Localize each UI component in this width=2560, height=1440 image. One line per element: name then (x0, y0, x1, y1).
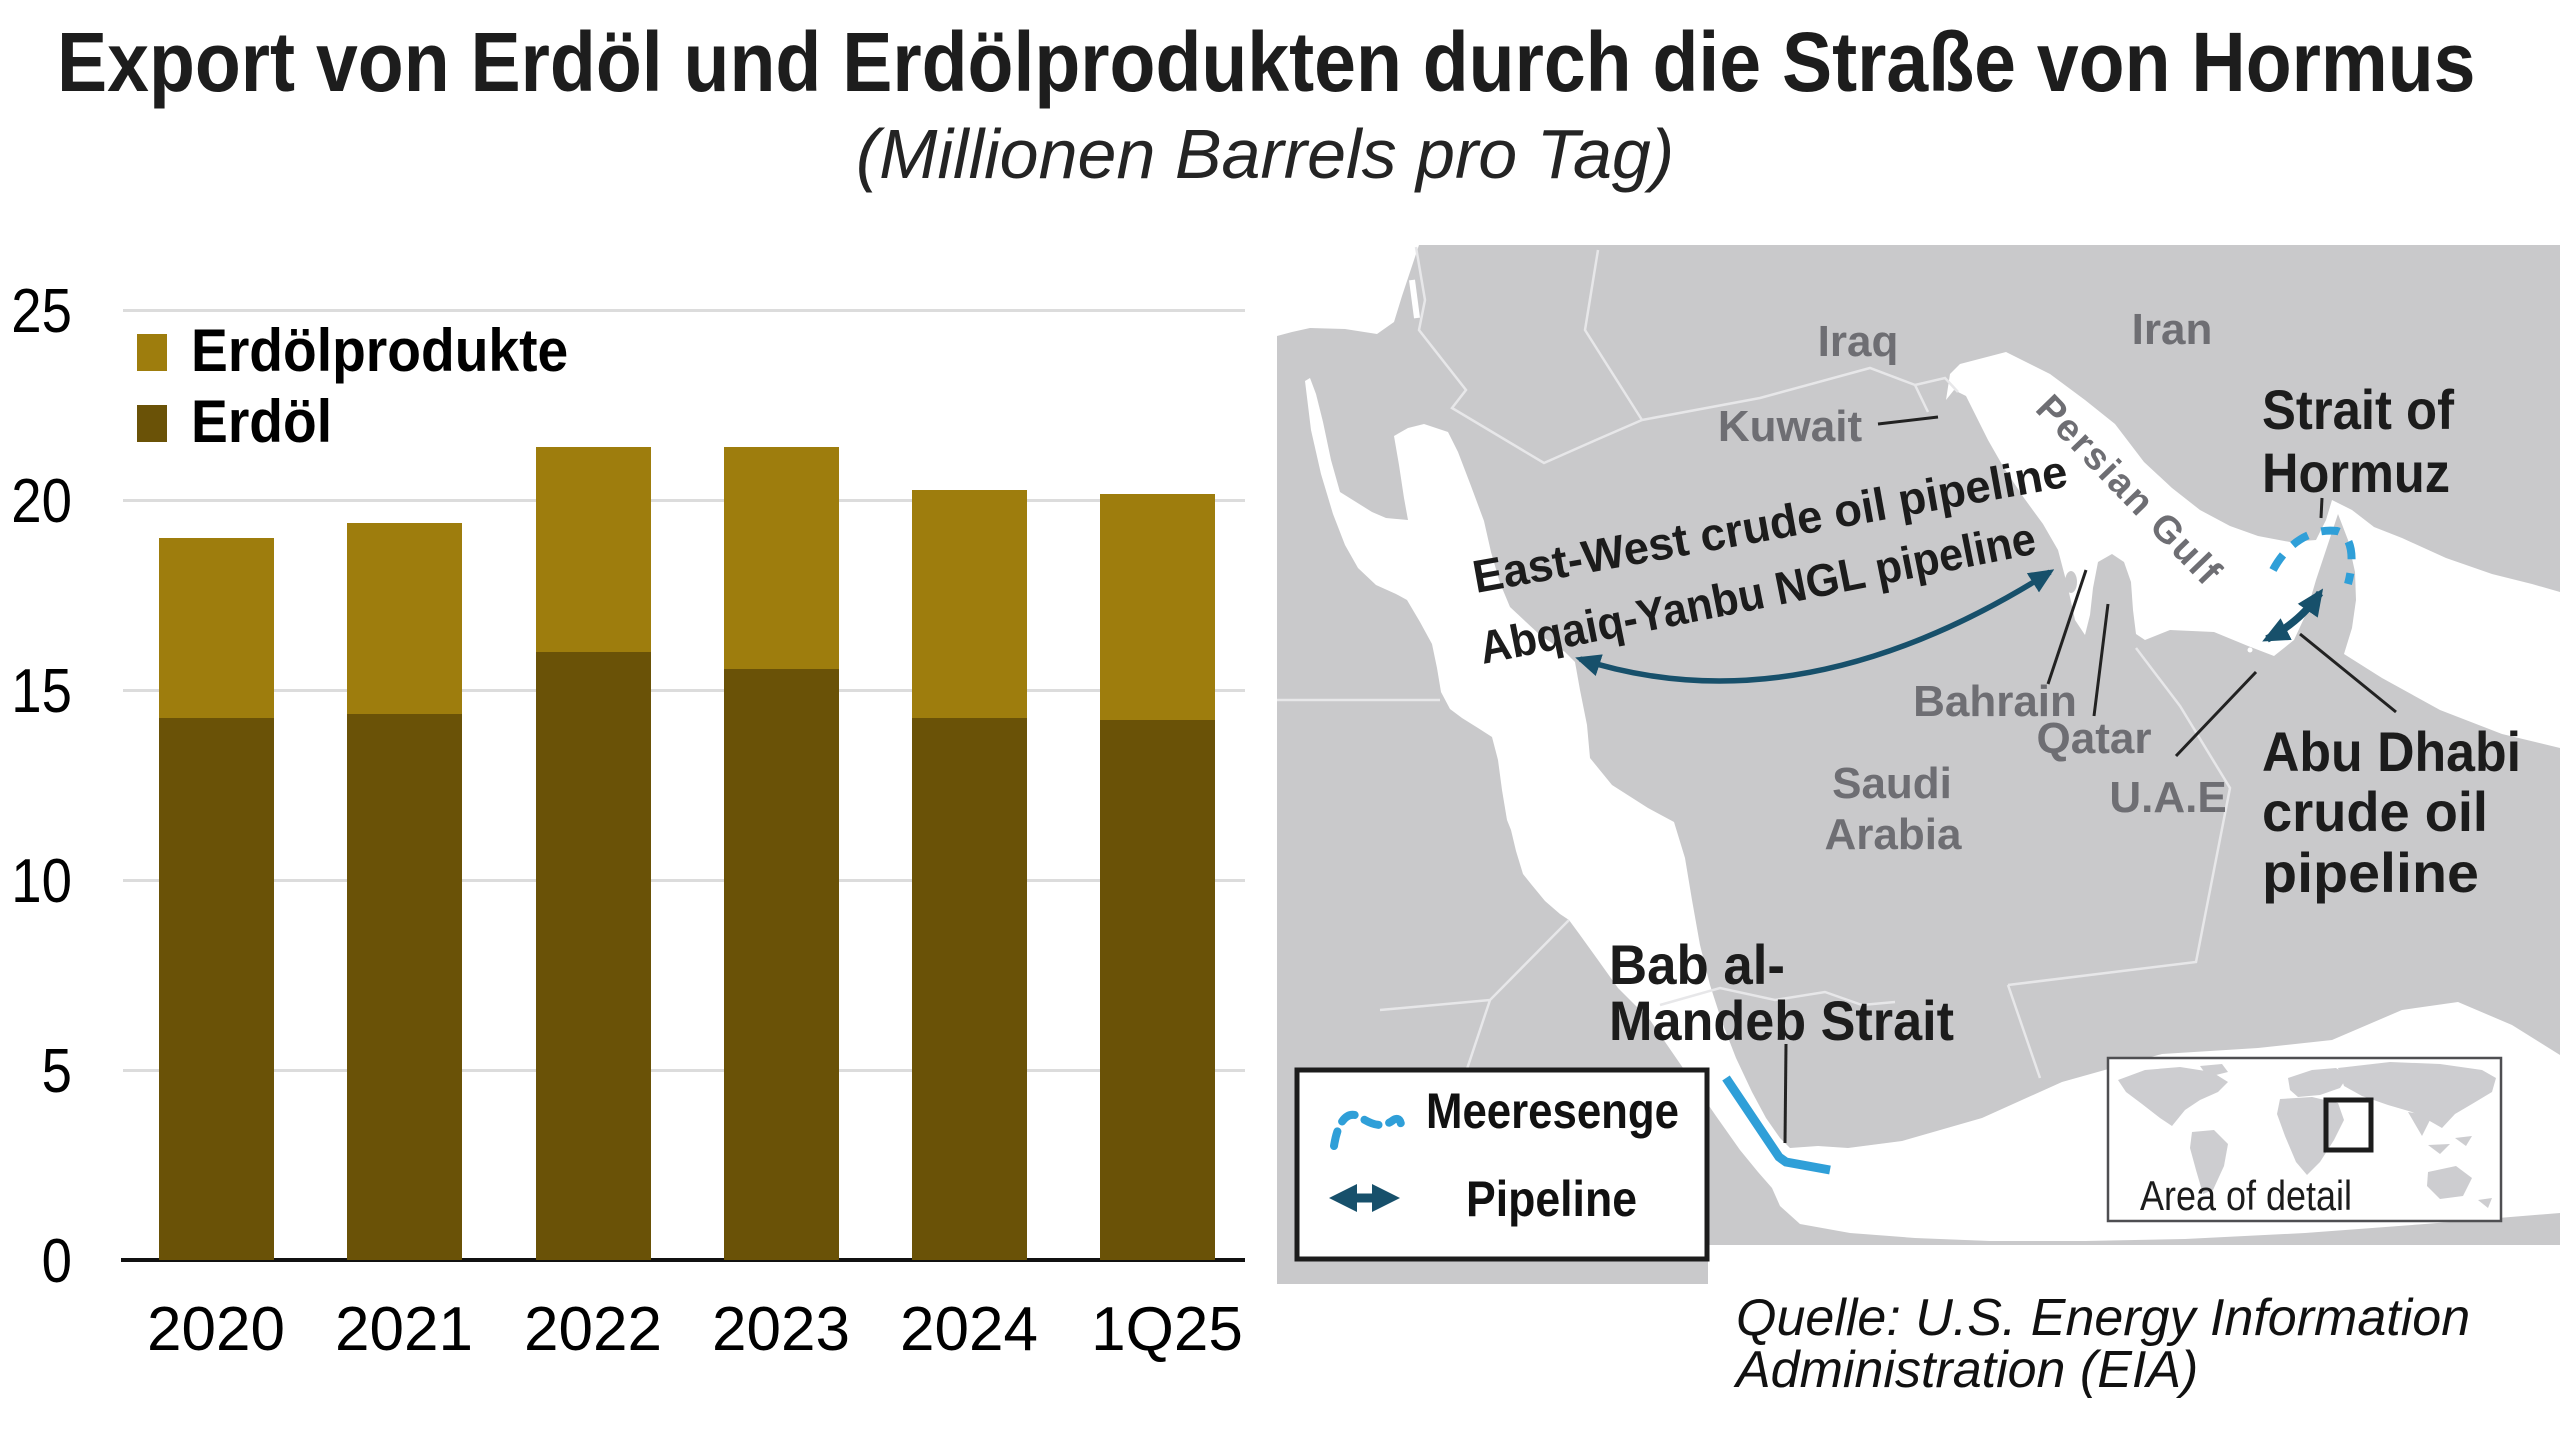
svg-text:Pipeline: Pipeline (1466, 1171, 1637, 1227)
svg-text:crude oil: crude oil (2262, 780, 2488, 843)
svg-text:Iran: Iran (2132, 305, 2213, 354)
svg-text:Kuwait: Kuwait (1718, 402, 1863, 451)
svg-text:Bahrain: Bahrain (1913, 677, 2077, 726)
svg-text:Bab al-: Bab al- (1609, 933, 1785, 996)
svg-text:Arabia: Arabia (1825, 810, 1962, 859)
svg-text:Hormuz: Hormuz (2262, 441, 2450, 504)
svg-text:Qatar: Qatar (2037, 714, 2152, 763)
svg-text:Area of detail: Area of detail (2140, 1172, 2352, 1219)
svg-text:pipeline: pipeline (2262, 841, 2479, 904)
svg-text:Saudi: Saudi (1832, 759, 1952, 808)
svg-text:Iraq: Iraq (1818, 317, 1899, 366)
svg-text:Abu Dhabi: Abu Dhabi (2262, 720, 2521, 783)
svg-text:U.A.E: U.A.E (2109, 773, 2226, 822)
svg-text:Meeresenge: Meeresenge (1426, 1083, 1679, 1139)
svg-text:Mandeb Strait: Mandeb Strait (1609, 989, 1954, 1052)
svg-text:Strait of: Strait of (2262, 378, 2454, 441)
